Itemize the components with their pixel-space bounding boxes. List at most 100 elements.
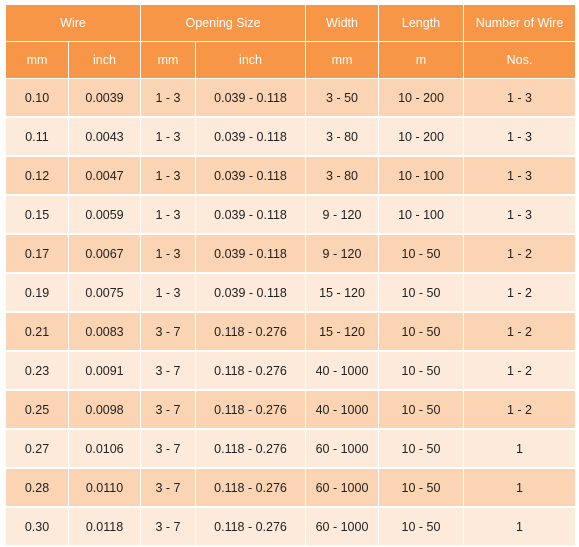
table-row: 0.30 0.0118 3 - 7 0.118 - 0.276 60 - 1000 10 … bbox=[5, 507, 577, 547]
table-row: 0.10 0.0039 1 - 3 0.039 - 0.118 3 - 50 10 - 2… bbox=[5, 78, 577, 118]
cell-wire-mm: 0.12 bbox=[5, 156, 69, 196]
cell-opening-mm: 3 - 7 bbox=[140, 507, 197, 547]
group-header-row: Wire Opening Size Width Length Number of… bbox=[4, 4, 577, 42]
cell-length-m: 10 - 200 bbox=[378, 78, 465, 118]
cell-wire-mm: 0.25 bbox=[5, 390, 69, 430]
cell-number-of-wire: 1 - 3 bbox=[463, 117, 577, 157]
header-length: Length bbox=[378, 4, 465, 42]
table-row: 0.11 0.0043 1 - 3 0.039 - 0.118 3 - 80 10 - 2… bbox=[5, 117, 577, 157]
cell-opening-inch: 0.118 - 0.276 bbox=[195, 468, 307, 508]
cell-opening-inch: 0.039 - 0.118 bbox=[195, 273, 307, 313]
table-row: 0.23 0.0091 3 - 7 0.118 - 0.276 40 - 1000 10 … bbox=[5, 351, 577, 391]
cell-wire-inch: 0.0047 bbox=[67, 156, 142, 196]
unit-header-row: mm inch mm inch mm m Nos. bbox=[5, 41, 577, 79]
cell-opening-inch: 0.118 - 0.276 bbox=[195, 351, 307, 391]
header-width: Width bbox=[305, 4, 380, 42]
cell-wire-inch: 0.0118 bbox=[67, 507, 142, 547]
cell-wire-mm: 0.28 bbox=[5, 468, 69, 508]
cell-opening-inch: 0.118 - 0.276 bbox=[195, 429, 307, 469]
cell-wire-mm: 0.17 bbox=[5, 234, 69, 274]
cell-width-mm: 15 - 120 bbox=[305, 312, 380, 352]
cell-width-mm: 40 - 1000 bbox=[305, 351, 380, 391]
cell-wire-inch: 0.0043 bbox=[67, 117, 142, 157]
wire-spec-table: Wire Opening Size Width Length Number of… bbox=[4, 4, 577, 547]
cell-opening-inch: 0.039 - 0.118 bbox=[195, 234, 307, 274]
cell-width-mm: 15 - 120 bbox=[305, 273, 380, 313]
cell-number-of-wire: 1 - 2 bbox=[463, 234, 577, 274]
table-row: 0.27 0.0106 3 - 7 0.118 - 0.276 60 - 1000 10 … bbox=[5, 429, 577, 469]
cell-opening-mm: 1 - 3 bbox=[140, 117, 197, 157]
cell-width-mm: 40 - 1000 bbox=[305, 390, 380, 430]
header-wire: Wire bbox=[4, 4, 142, 42]
table-row: 0.25 0.0098 3 - 7 0.118 - 0.276 40 - 1000 10 … bbox=[5, 390, 577, 430]
cell-number-of-wire: 1 - 2 bbox=[463, 390, 577, 430]
cell-wire-mm: 0.27 bbox=[5, 429, 69, 469]
cell-length-m: 10 - 50 bbox=[378, 507, 465, 547]
cell-number-of-wire: 1 - 2 bbox=[463, 273, 577, 313]
cell-opening-mm: 1 - 3 bbox=[140, 78, 197, 118]
cell-opening-inch: 0.118 - 0.276 bbox=[195, 390, 307, 430]
cell-wire-mm: 0.11 bbox=[5, 117, 69, 157]
cell-number-of-wire: 1 - 2 bbox=[463, 351, 577, 391]
cell-length-m: 10 - 100 bbox=[378, 156, 465, 196]
table-row: 0.21 0.0083 3 - 7 0.118 - 0.276 15 - 120 10 -… bbox=[5, 312, 577, 352]
cell-opening-mm: 1 - 3 bbox=[140, 156, 197, 196]
cell-wire-inch: 0.0059 bbox=[67, 195, 142, 235]
cell-opening-mm: 3 - 7 bbox=[140, 429, 197, 469]
cell-width-mm: 60 - 1000 bbox=[305, 429, 380, 469]
cell-wire-mm: 0.21 bbox=[5, 312, 69, 352]
cell-opening-inch: 0.039 - 0.118 bbox=[195, 78, 307, 118]
cell-wire-inch: 0.0098 bbox=[67, 390, 142, 430]
cell-width-mm: 9 - 120 bbox=[305, 234, 380, 274]
cell-length-m: 10 - 50 bbox=[378, 273, 465, 313]
cell-wire-mm: 0.19 bbox=[5, 273, 69, 313]
cell-opening-inch: 0.118 - 0.276 bbox=[195, 507, 307, 547]
spec-table-container: Wire Opening Size Width Length Number of… bbox=[4, 4, 577, 547]
cell-number-of-wire: 1 bbox=[463, 429, 577, 469]
cell-number-of-wire: 1 - 3 bbox=[463, 156, 577, 196]
table-row: 0.17 0.0067 1 - 3 0.039 - 0.118 9 - 120 10 - … bbox=[5, 234, 577, 274]
unit-wire-mm: mm bbox=[5, 41, 69, 79]
cell-length-m: 10 - 50 bbox=[378, 429, 465, 469]
cell-number-of-wire: 1 - 3 bbox=[463, 195, 577, 235]
cell-length-m: 10 - 50 bbox=[378, 468, 465, 508]
unit-width-mm: mm bbox=[305, 41, 380, 79]
table-header: Wire Opening Size Width Length Number of… bbox=[4, 4, 577, 79]
unit-opening-inch: inch bbox=[195, 41, 307, 79]
cell-opening-mm: 1 - 3 bbox=[140, 234, 197, 274]
table-row: 0.12 0.0047 1 - 3 0.039 - 0.118 3 - 80 10 - 1… bbox=[5, 156, 577, 196]
cell-opening-mm: 3 - 7 bbox=[140, 468, 197, 508]
table-row: 0.28 0.0110 3 - 7 0.118 - 0.276 60 - 1000 10 … bbox=[5, 468, 577, 508]
header-number-of-wire: Number of Wire bbox=[463, 4, 577, 42]
cell-width-mm: 60 - 1000 bbox=[305, 507, 380, 547]
cell-length-m: 10 - 50 bbox=[378, 312, 465, 352]
cell-wire-inch: 0.0067 bbox=[67, 234, 142, 274]
cell-length-m: 10 - 50 bbox=[378, 390, 465, 430]
cell-wire-inch: 0.0039 bbox=[67, 78, 142, 118]
cell-opening-mm: 3 - 7 bbox=[140, 312, 197, 352]
cell-wire-inch: 0.0075 bbox=[67, 273, 142, 313]
unit-wire-inch: inch bbox=[67, 41, 142, 79]
cell-length-m: 10 - 50 bbox=[378, 351, 465, 391]
cell-width-mm: 9 - 120 bbox=[305, 195, 380, 235]
cell-opening-inch: 0.039 - 0.118 bbox=[195, 156, 307, 196]
cell-wire-inch: 0.0110 bbox=[67, 468, 142, 508]
table-row: 0.19 0.0075 1 - 3 0.039 - 0.118 15 - 120 10 -… bbox=[5, 273, 577, 313]
cell-width-mm: 3 - 50 bbox=[305, 78, 380, 118]
cell-opening-mm: 3 - 7 bbox=[140, 390, 197, 430]
cell-wire-mm: 0.15 bbox=[5, 195, 69, 235]
cell-wire-mm: 0.23 bbox=[5, 351, 69, 391]
cell-opening-inch: 0.118 - 0.276 bbox=[195, 312, 307, 352]
cell-length-m: 10 - 100 bbox=[378, 195, 465, 235]
header-opening-size: Opening Size bbox=[140, 4, 307, 42]
cell-opening-mm: 1 - 3 bbox=[140, 195, 197, 235]
cell-wire-inch: 0.0091 bbox=[67, 351, 142, 391]
cell-wire-mm: 0.30 bbox=[5, 507, 69, 547]
cell-length-m: 10 - 50 bbox=[378, 234, 465, 274]
cell-opening-mm: 1 - 3 bbox=[140, 273, 197, 313]
cell-width-mm: 3 - 80 bbox=[305, 156, 380, 196]
cell-opening-inch: 0.039 - 0.118 bbox=[195, 117, 307, 157]
cell-width-mm: 3 - 80 bbox=[305, 117, 380, 157]
cell-number-of-wire: 1 bbox=[463, 468, 577, 508]
cell-wire-inch: 0.0083 bbox=[67, 312, 142, 352]
